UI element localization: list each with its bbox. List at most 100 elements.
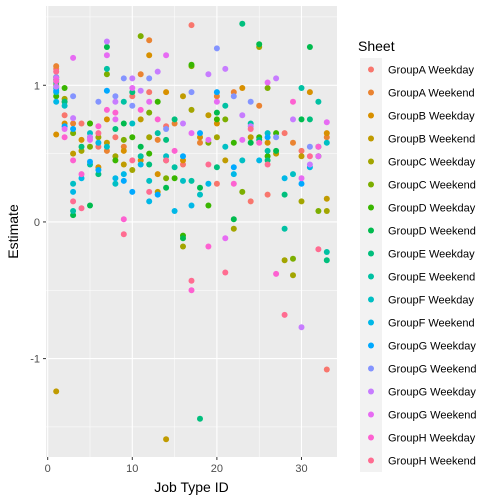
data-point: [146, 134, 153, 141]
data-point: [205, 180, 212, 187]
data-point: [154, 68, 161, 75]
plot-panel: [46, 6, 337, 457]
data-point: [315, 143, 322, 150]
data-point: [53, 83, 60, 90]
legend-key-dot: [368, 135, 374, 142]
legend-label: GroupE Weekend: [388, 272, 475, 284]
data-point: [323, 249, 330, 255]
data-point: [197, 139, 203, 146]
data-point: [95, 139, 102, 146]
data-point: [281, 175, 288, 182]
data-point: [281, 225, 288, 232]
data-point: [264, 134, 271, 141]
data-point: [137, 116, 144, 123]
data-point: [163, 126, 170, 132]
data-point: [230, 225, 237, 232]
data-point: [197, 191, 203, 198]
legend-item: GroupF Weekday: [360, 288, 475, 311]
data-point: [290, 171, 296, 178]
data-point: [129, 134, 136, 141]
data-point: [120, 136, 127, 143]
data-point: [205, 136, 212, 143]
legend-label: GroupH Weekday: [388, 433, 476, 445]
data-point: [323, 130, 330, 137]
legend-key-dot: [368, 296, 374, 303]
data-point: [290, 139, 296, 146]
data-point: [315, 98, 322, 105]
data-point: [163, 436, 170, 443]
legend-label: GroupG Weekday: [388, 387, 476, 399]
data-point: [70, 188, 77, 195]
data-point: [61, 98, 68, 105]
data-point: [137, 161, 144, 168]
data-point: [146, 98, 153, 105]
legend-item: GroupD Weekday: [360, 196, 476, 219]
data-point: [120, 120, 127, 127]
data-point: [70, 115, 77, 122]
data-point: [197, 184, 203, 191]
data-point: [180, 157, 186, 164]
data-point: [95, 167, 102, 173]
data-point: [103, 116, 110, 123]
data-point: [298, 175, 305, 182]
data-point: [306, 89, 313, 96]
data-point: [154, 116, 161, 123]
y-axis-title: Estimate: [5, 204, 21, 259]
data-point: [103, 44, 110, 50]
data-point: [264, 161, 271, 168]
legend-key-dot: [368, 181, 374, 188]
data-point: [281, 191, 288, 198]
legend-label: GroupH Weekend: [388, 456, 476, 468]
data-point: [154, 98, 161, 105]
data-point: [188, 277, 195, 284]
data-point: [112, 175, 119, 182]
legend-label: GroupD Weekday: [388, 203, 476, 215]
data-point: [298, 85, 305, 91]
data-point: [323, 134, 330, 141]
data-point: [180, 161, 186, 168]
data-point: [171, 175, 178, 182]
legend-key-dot: [368, 411, 374, 418]
data-point: [129, 93, 136, 100]
data-point: [256, 102, 263, 109]
data-point: [120, 147, 127, 154]
data-point: [103, 65, 110, 72]
data-point: [103, 38, 110, 45]
data-point: [112, 180, 119, 187]
data-point: [256, 139, 263, 146]
data-point: [70, 180, 77, 187]
data-point: [298, 198, 305, 205]
data-point: [70, 212, 77, 219]
data-point: [129, 157, 136, 164]
legend-label: GroupD Weekend: [388, 226, 476, 238]
data-point: [78, 205, 85, 212]
legend-key-dot: [368, 204, 374, 211]
legend-item: GroupG Weekday: [360, 334, 476, 357]
data-point: [120, 161, 127, 168]
data-point: [70, 198, 77, 205]
data-point: [213, 180, 220, 187]
data-point: [230, 89, 237, 96]
data-point: [137, 157, 144, 164]
data-point: [70, 126, 77, 132]
data-point: [222, 65, 229, 72]
data-point: [247, 126, 254, 132]
legend-item: GroupE Weekday: [360, 242, 475, 265]
data-point: [197, 134, 203, 141]
data-point: [53, 93, 60, 100]
data-point: [171, 208, 178, 214]
data-point: [264, 153, 271, 160]
legend-key-dot: [368, 66, 374, 73]
data-point: [87, 202, 93, 209]
x-axis-title: Job Type ID: [154, 479, 228, 495]
data-point: [205, 71, 212, 78]
data-point: [230, 171, 237, 178]
x-tick-label: 30: [295, 463, 307, 475]
data-point: [146, 89, 153, 96]
legend-label: GroupA Weekend: [388, 88, 475, 100]
data-point: [137, 153, 144, 160]
data-point: [87, 120, 93, 127]
data-point: [70, 130, 77, 137]
data-point: [137, 87, 144, 94]
data-point: [78, 120, 85, 127]
